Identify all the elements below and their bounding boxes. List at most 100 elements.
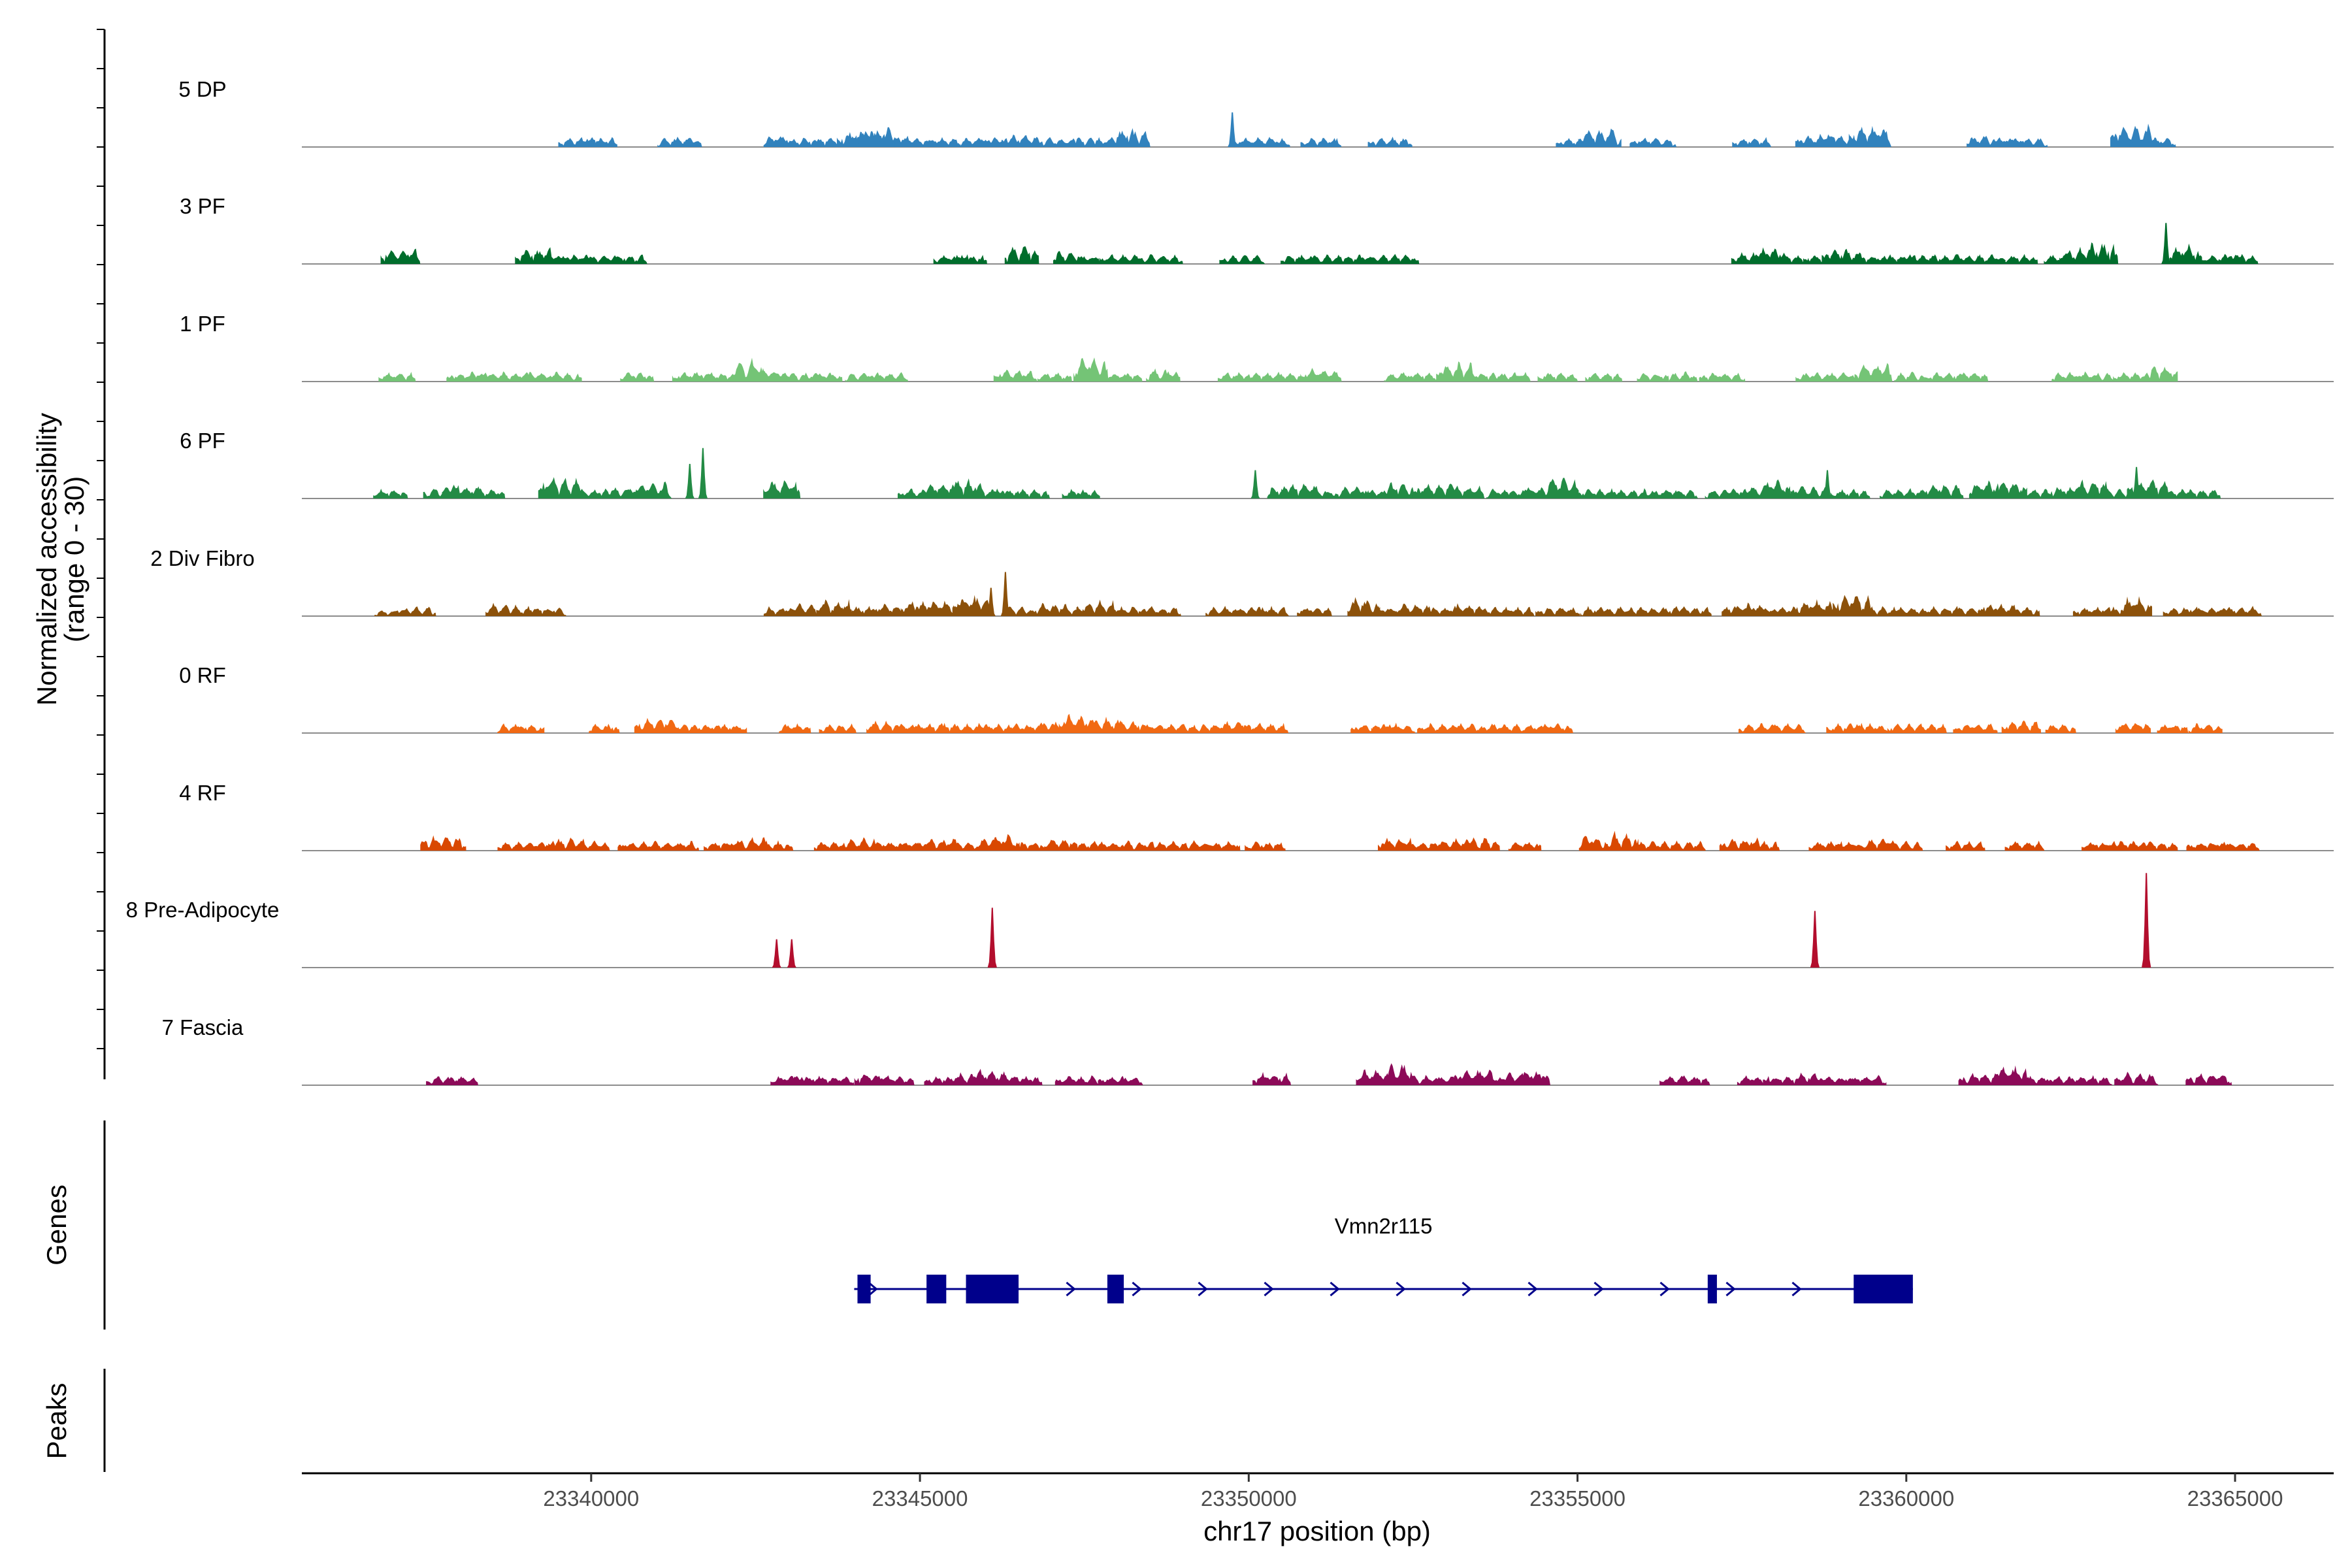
coverage-peak [1861,606,1899,616]
coverage-peak [373,489,408,498]
coverage-peak [1367,137,1413,147]
coverage-tracks: 5 DP 3 PF 1 PF 6 PF 2 Div Fibro 0 RF 4 RF 8 Pre… [126,77,2334,1086]
coverage-peak [904,723,949,733]
coverage-peak [698,448,708,498]
coverage-peak [568,488,613,498]
coverage-peak [1737,1075,1773,1085]
gene-exon [1854,1275,1913,1303]
genes-panel: Genes Vmn2r115 [41,1120,1913,1330]
coverage-peak [1116,840,1158,851]
coverage-peak [2218,253,2259,264]
coverage-peak [1234,137,1277,147]
coverage-peak [1402,841,1437,851]
coverage-peak [1248,723,1289,733]
coverage-peak [1578,128,1622,147]
coverage-peak [1138,606,1181,616]
coverage-peak [2009,607,2040,616]
coverage-peak [1631,606,1669,616]
coverage-peak [617,840,664,851]
coverage-peak [2129,137,2176,147]
y-axis-title-line1: Normalized accessibility [31,413,62,706]
coverage-peak [1219,255,1266,264]
coverage-peak [1830,489,1870,498]
coverage-peak [1763,1076,1806,1085]
coverage-peak [779,723,811,733]
coverage-peak [866,372,908,382]
track-1: 3 PF [180,194,2334,265]
coverage-peak [921,484,958,498]
coverage-peak [2127,479,2172,498]
coverage-peak [2169,243,2202,264]
coverage-peak [1810,911,1820,968]
coverage-peak [380,248,421,264]
coverage-peak [2073,371,2114,382]
coverage-peak [1924,372,1967,382]
coverage-peak [1309,489,1339,498]
genes-panel-label: Genes [41,1184,72,1266]
gene-exon [1707,1275,1717,1303]
coverage-peak [866,721,902,733]
coverage-peak [1003,606,1034,616]
coverage-peak [572,840,610,851]
coverage-peak [1608,830,1639,851]
coverage-peak [1597,606,1637,616]
coverage-peak [2006,1075,2050,1085]
coverage-peak [1790,486,1831,498]
coverage-peak [2004,253,2038,264]
coverage-peak [607,254,647,264]
peaks-panel-label: Peaks [41,1383,72,1460]
coverage-peak [1880,489,1914,498]
coverage-peak [1347,597,1380,616]
coverage-peak [2121,596,2153,616]
track-label: 8 Pre-Adipocyte [126,898,280,922]
strand-arrow [1132,1281,1142,1297]
coverage-peak [1417,723,1462,733]
coverage-peak [1391,604,1435,616]
coverage-peak [1338,486,1370,498]
coverage-peak [1149,841,1190,851]
coverage-peak [2004,840,2045,851]
y-axis-title-line2: (range 0 - 30) [59,476,90,642]
coverage-peak [732,357,766,382]
coverage-peak [1076,599,1119,616]
coverage-peak [1923,606,1962,616]
gene-exon [857,1275,871,1303]
coverage-peak [696,372,743,382]
coverage-peak [951,255,987,264]
coverage-peak [2068,1075,2113,1085]
coverage-peak [1537,372,1578,382]
coverage-peak [1755,247,1788,264]
coverage-peak [2177,489,2221,498]
coverage-peak [1245,841,1286,851]
coverage-peak [1032,602,1071,616]
coverage-peak [491,371,533,382]
coverage-peak [1146,368,1181,382]
coverage-peak [1840,1075,1887,1085]
coverage-peak [420,835,466,851]
coverage-peak [819,723,857,733]
coverage-peak [919,838,960,851]
coverage-peak [2082,242,2119,264]
coverage-peak [1500,1072,1537,1085]
coverage-peak [1384,1063,1415,1085]
coverage-peak [1763,723,1806,733]
coverage-peak [986,587,996,616]
coverage-peak [772,939,781,968]
coverage-peak [1160,723,1199,733]
coverage-peak [1861,838,1899,851]
coverage-peak [1493,372,1531,382]
x-tick-label: 23350000 [1201,1486,1297,1511]
coverage-peak [1247,138,1290,147]
gene-exon [966,1275,1019,1303]
coverage-peak [919,137,961,147]
coverage-peak [1912,723,1947,733]
track-7: 8 Pre-Adipocyte [126,873,2334,968]
coverage-peak [1228,112,1237,147]
x-tick-label: 23345000 [872,1486,968,1511]
coverage-peak [1637,373,1669,382]
coverage-peak [1955,372,1989,382]
coverage-peak [513,725,545,733]
coverage-peak [718,723,747,733]
coverage-peak [1094,841,1128,851]
coverage-peak [1452,723,1486,733]
